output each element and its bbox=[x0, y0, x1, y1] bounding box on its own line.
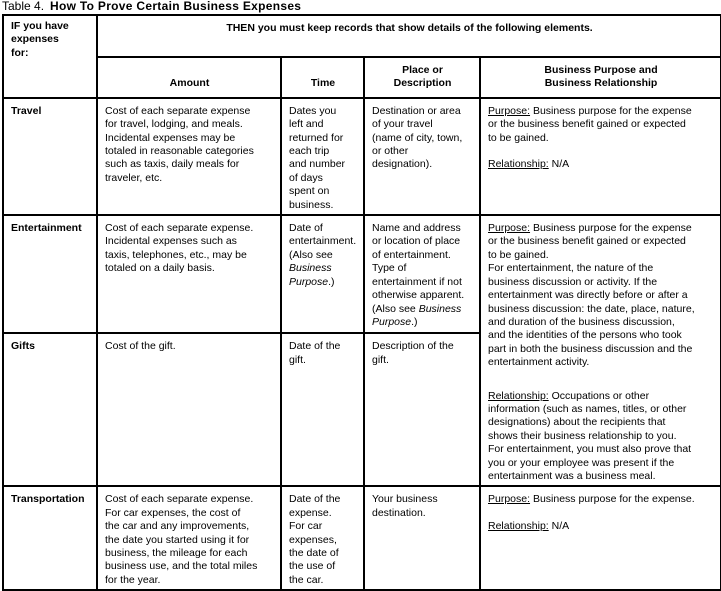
time-cell: Date of entertainment. (Also see Busines… bbox=[280, 214, 365, 335]
time-cell: Date of the expense. For car expenses, t… bbox=[280, 485, 365, 591]
table-caption: Table 4. How To Prove Certain Business Ex… bbox=[2, 0, 301, 13]
purpose-text: Business purpose for the expense or the … bbox=[488, 104, 692, 144]
relationship-label: Relationship: bbox=[488, 389, 549, 402]
row-label: Transportation bbox=[2, 485, 98, 591]
table-row-transportation: Transportation Cost of each separate exp… bbox=[2, 485, 721, 591]
purpose-cell: Purpose: Business purpose for the expens… bbox=[479, 485, 721, 591]
row-label: Entertainment bbox=[2, 214, 98, 335]
header-time: Time bbox=[280, 56, 365, 99]
purpose-cell: Purpose: Business purpose for the expens… bbox=[479, 97, 721, 217]
header-row-2: Amount Time Place or Description Busines… bbox=[3, 56, 721, 99]
header-amount: Amount bbox=[96, 56, 282, 99]
time-italic: Business Purpose bbox=[289, 262, 332, 288]
place-italic: Business Purpose bbox=[372, 302, 462, 328]
time-cell: Dates you left and returned for each tri… bbox=[280, 97, 365, 217]
table-row-travel: Travel Cost of each separate expense for… bbox=[2, 97, 721, 217]
header-expense-type: IF you have expenses for: bbox=[2, 14, 98, 99]
purpose-cell-shared: Purpose: Business purpose for the expens… bbox=[479, 214, 721, 488]
table-title: How To Prove Certain Business Expenses bbox=[50, 0, 302, 13]
amount-cell: Cost of each separate expense. Incidenta… bbox=[96, 214, 282, 335]
relationship-text: N/A bbox=[548, 158, 570, 171]
purpose-label: Purpose: bbox=[488, 493, 531, 506]
relationship-text: Occupations or other information (such a… bbox=[488, 389, 692, 482]
purpose-label: Purpose: bbox=[488, 222, 531, 235]
header-row-1: IF you have expenses for: THEN you must … bbox=[2, 14, 721, 99]
place-text: Name and address or location of place of… bbox=[372, 222, 465, 315]
place-cell: Your business destination. bbox=[363, 485, 481, 591]
amount-cell: Cost of each separate expense. For car e… bbox=[96, 485, 282, 591]
header-place: Place or Description bbox=[363, 56, 481, 99]
relationship-text: N/A bbox=[548, 519, 570, 532]
place-text-end: .) bbox=[411, 315, 418, 328]
relationship-label: Relationship: bbox=[488, 519, 549, 532]
row-label: Gifts bbox=[2, 332, 98, 488]
time-text-end: .) bbox=[328, 275, 335, 288]
amount-cell: Cost of each separate expense for travel… bbox=[96, 97, 282, 217]
amount-cell: Cost of the gift. bbox=[96, 332, 282, 488]
purpose-text: Business purpose for the expense or the … bbox=[488, 222, 695, 369]
purpose-text: Business purpose for the expense. bbox=[530, 493, 695, 506]
table-row-gifts: Gifts Cost of the gift. Date of the gift… bbox=[2, 332, 721, 488]
row-label: Travel bbox=[2, 97, 98, 217]
place-cell: Destination or area of your travel (name… bbox=[363, 97, 481, 217]
header-span: THEN you must keep records that show det… bbox=[96, 14, 721, 58]
business-expenses-table: IF you have expenses for: THEN you must … bbox=[2, 14, 721, 591]
table-row-entertainment: Entertainment Cost of each separate expe… bbox=[2, 214, 721, 488]
time-cell: Date of the gift. bbox=[280, 332, 365, 488]
place-cell: Description of the gift. bbox=[363, 332, 481, 488]
relationship-label: Relationship: bbox=[488, 158, 549, 171]
time-text: Date of entertainment. (Also see bbox=[289, 222, 357, 261]
header-purpose: Business Purpose and Business Relationsh… bbox=[479, 56, 721, 99]
table-number: Table 4. bbox=[2, 0, 45, 13]
place-cell: Name and address or location of place of… bbox=[363, 214, 481, 335]
purpose-label: Purpose: bbox=[488, 104, 531, 117]
